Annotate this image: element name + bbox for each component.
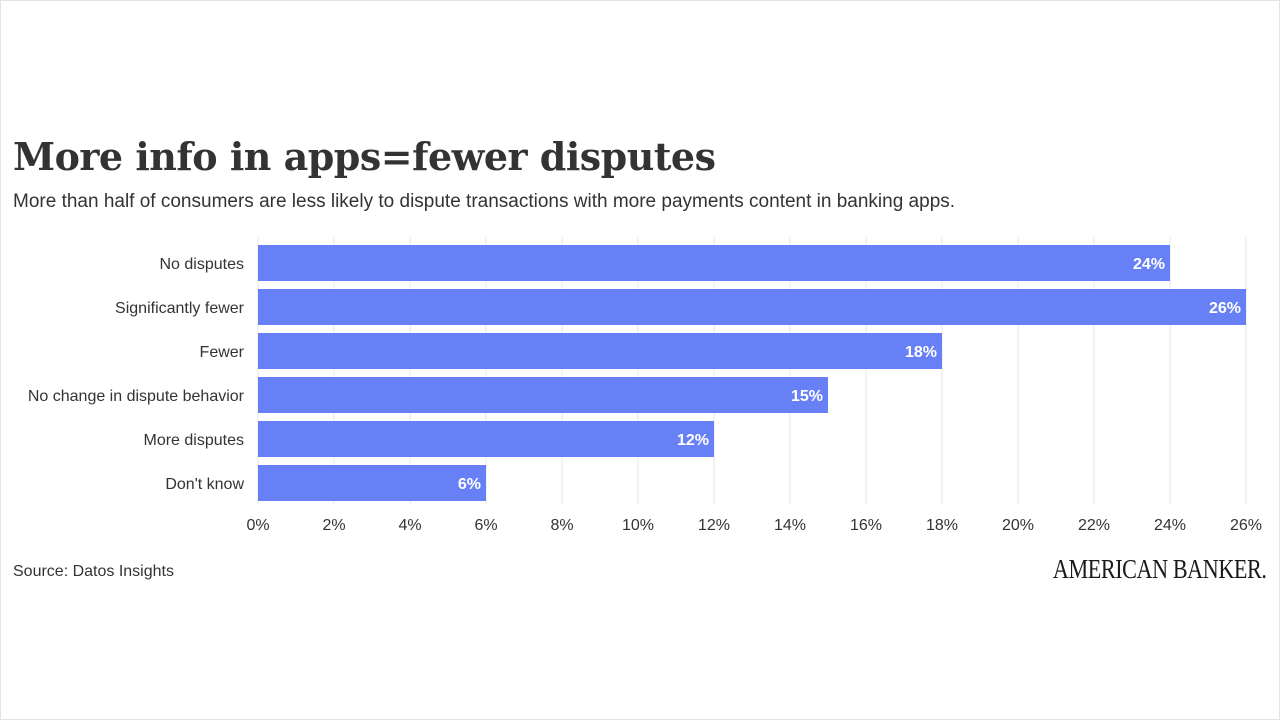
bar-4 bbox=[258, 421, 714, 457]
chart-subtitle: More than half of consumers are less lik… bbox=[13, 191, 956, 212]
x-tick-label-6: 12% bbox=[698, 517, 730, 534]
x-tick-label-13: 26% bbox=[1230, 517, 1262, 534]
data-label-0: 24% bbox=[1133, 256, 1165, 273]
category-label-0: No disputes bbox=[160, 256, 245, 273]
bar-2 bbox=[258, 333, 942, 369]
category-label-5: Don't know bbox=[165, 476, 244, 493]
bar-1 bbox=[258, 289, 1246, 325]
data-label-3: 15% bbox=[791, 388, 823, 405]
data-label-1: 26% bbox=[1209, 300, 1241, 317]
x-tick-label-12: 24% bbox=[1154, 517, 1186, 534]
category-label-3: No change in dispute behavior bbox=[28, 388, 245, 405]
bar-chart: 24% No disputes 26% Significantly fewer 18% F… bbox=[28, 237, 1262, 534]
x-tick-label-5: 10% bbox=[622, 517, 654, 534]
data-label-5: 6% bbox=[458, 476, 481, 493]
data-label-4: 12% bbox=[677, 432, 709, 449]
x-tick-label-9: 18% bbox=[926, 517, 958, 534]
x-tick-label-0: 0% bbox=[246, 517, 269, 534]
x-tick-label-3: 6% bbox=[474, 517, 497, 534]
category-label-2: Fewer bbox=[200, 344, 245, 361]
source-note: Source: Datos Insights bbox=[13, 563, 174, 580]
x-tick-label-10: 20% bbox=[1002, 517, 1034, 534]
x-tick-label-4: 8% bbox=[550, 517, 573, 534]
x-tick-label-11: 22% bbox=[1078, 517, 1110, 534]
x-tick-label-7: 14% bbox=[774, 517, 806, 534]
bar-0 bbox=[258, 245, 1170, 281]
x-tick-label-2: 4% bbox=[398, 517, 421, 534]
bar-3 bbox=[258, 377, 828, 413]
x-tick-label-1: 2% bbox=[322, 517, 345, 534]
chart-title: More info in apps=fewer disputes bbox=[13, 134, 716, 179]
american-banker-logo: AMERICAN BANKER. bbox=[1053, 554, 1267, 584]
bar-5 bbox=[258, 465, 486, 501]
data-label-2: 18% bbox=[905, 344, 937, 361]
category-label-1: Significantly fewer bbox=[115, 300, 245, 317]
category-label-4: More disputes bbox=[144, 432, 245, 449]
x-tick-label-8: 16% bbox=[850, 517, 882, 534]
